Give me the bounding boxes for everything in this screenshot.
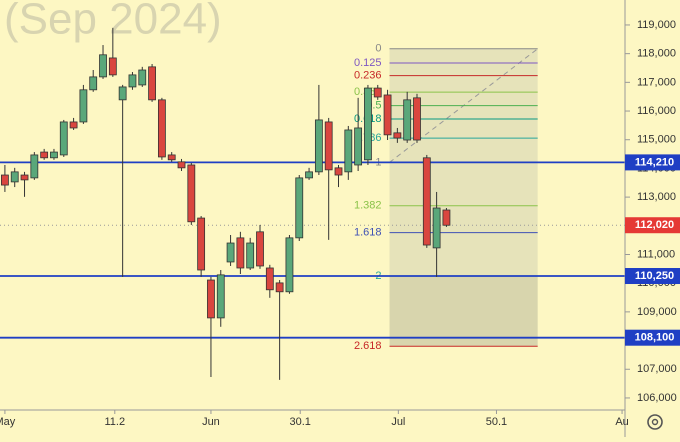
candle-body <box>177 161 186 169</box>
plot-layer <box>0 27 625 380</box>
candle-body <box>59 121 68 156</box>
price-label: 108,100 <box>635 332 675 344</box>
y-tick-label: 119,000 <box>637 19 676 31</box>
fib-level-label: 0.236 <box>354 69 382 81</box>
settings-icon[interactable] <box>647 414 663 430</box>
price-label: 110,250 <box>635 270 674 282</box>
gear-inner[interactable] <box>651 418 659 426</box>
candle-body <box>344 129 353 173</box>
fib-level-label: 0 <box>375 43 381 55</box>
candle-body <box>275 282 284 293</box>
candle-body <box>383 94 392 136</box>
price-label-box <box>625 217 680 234</box>
candle-body <box>69 121 78 129</box>
candle-body <box>89 76 98 91</box>
candle-body <box>413 97 421 141</box>
x-tick-label: Jul <box>391 416 405 428</box>
candle-body <box>442 209 451 226</box>
price-label-box <box>625 329 680 346</box>
candle-body <box>236 237 245 269</box>
axis-layer: 106,000107,000108,000109,000110,000111,0… <box>0 19 680 428</box>
candle-body <box>99 54 107 78</box>
candle-body <box>256 231 264 267</box>
x-tick-label: May <box>0 416 16 428</box>
price-label: 112,020 <box>635 219 674 231</box>
candle-body <box>216 274 225 319</box>
gear-outer[interactable] <box>647 414 663 430</box>
candle-body <box>246 242 255 269</box>
y-tick-label: 106,000 <box>637 392 677 404</box>
candle-body <box>324 121 333 171</box>
candle-body <box>20 174 29 181</box>
fib-level-label: 2.618 <box>354 340 382 352</box>
price-label-box <box>625 268 680 285</box>
x-tick-label: Jun <box>202 416 220 428</box>
candle-body <box>118 86 127 101</box>
candle-body <box>50 151 58 159</box>
candle-body <box>285 237 294 293</box>
y-tick-label: 118,000 <box>637 48 676 60</box>
y-tick-label: 117,000 <box>637 76 676 88</box>
y-tick-label: 111,000 <box>637 248 675 260</box>
candle-body <box>265 267 274 291</box>
candle-body <box>197 217 206 271</box>
price-label-box <box>625 154 680 171</box>
candle-body <box>157 99 166 158</box>
y-tick-label: 109,000 <box>637 306 677 318</box>
fib-zone-extension <box>389 276 538 347</box>
candle-body <box>403 99 412 141</box>
candle-body <box>108 57 117 76</box>
fib-level-label: 0.125 <box>354 57 382 69</box>
candle-body <box>30 154 39 179</box>
candle-body <box>305 171 313 179</box>
candle-body <box>187 164 196 223</box>
candle-body <box>364 87 372 161</box>
candle-body <box>10 171 19 183</box>
candle-body <box>207 279 215 319</box>
candle-body <box>393 132 402 139</box>
candle-body <box>432 207 441 249</box>
candle-body <box>226 242 235 263</box>
candle-body <box>167 154 176 161</box>
candle-body <box>79 89 88 123</box>
price-label: 114,210 <box>635 156 674 168</box>
x-tick-label: 50.1 <box>486 416 507 428</box>
candle-body <box>148 66 156 101</box>
candle-body <box>334 167 343 176</box>
candle-body <box>295 177 304 239</box>
y-tick-label: 113,000 <box>637 191 676 203</box>
candle-body <box>373 87 382 98</box>
x-tick-label: Au <box>615 416 628 428</box>
y-tick-label: 115,000 <box>637 134 676 146</box>
candle-body <box>422 157 431 246</box>
fib-level-label: 1.618 <box>354 227 382 239</box>
x-tick-label: 30.1 <box>290 416 311 428</box>
candle-body <box>128 74 137 88</box>
candle-body <box>40 151 49 159</box>
y-tick-label: 116,000 <box>637 105 676 117</box>
candle-body <box>138 69 147 86</box>
fib-level-label: 1.382 <box>354 200 382 212</box>
x-tick-label: 11.2 <box>104 416 125 428</box>
candle-body <box>354 127 363 166</box>
candle-body <box>314 119 323 173</box>
candle-body <box>1 174 9 186</box>
y-tick-label: 107,000 <box>637 363 677 375</box>
